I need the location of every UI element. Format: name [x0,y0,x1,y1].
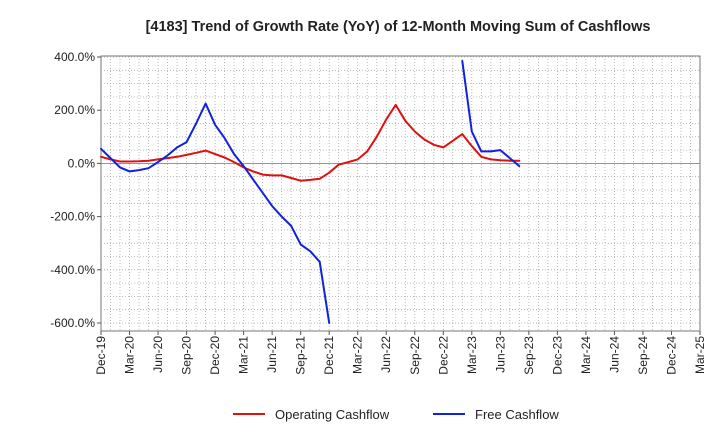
y-axis: 400.0% 200.0% 0.0% -200.0% -400.0% -600.0% [50,50,101,330]
x-tick-label: Jun-23 [493,336,507,373]
x-tick-label: Mar-23 [465,336,479,374]
x-tick-label: Mar-24 [579,336,593,374]
y-tick-label: -400.0% [50,263,95,277]
x-tick-label: Jun-22 [379,336,393,373]
legend-label: Free Cashflow [475,407,559,422]
x-tick-label: Dec-21 [322,336,336,375]
series-line-free-cashflow [100,60,521,324]
y-tick-label: 200.0% [54,103,95,117]
x-tick-label: Jun-20 [151,336,165,373]
x-axis: Dec-19 Mar-20 Jun-20 Sep-20 Dec-20 Mar-21 Jun-… [94,331,707,375]
legend-item: Free Cashflow [433,407,559,422]
x-tick-label: Mar-25 [693,336,707,374]
y-tick-label: 400.0% [54,50,95,64]
x-tick-label: Sep-22 [408,336,422,375]
legend: Operating Cashflow Free Cashflow [233,407,559,422]
x-tick-label: Sep-23 [522,336,536,375]
plot-area [100,55,701,332]
x-tick-label: Sep-24 [636,336,650,375]
x-tick-label: Dec-20 [208,336,222,375]
grid [101,56,700,331]
y-tick-label: -600.0% [50,316,95,330]
legend-label: Operating Cashflow [275,407,390,422]
x-tick-label: Jun-21 [265,336,279,373]
x-tick-label: Dec-22 [436,336,450,375]
x-tick-label: Mar-20 [123,336,137,374]
x-tick-label: Dec-23 [550,336,564,375]
legend-item: Operating Cashflow [233,407,390,422]
x-tick-label: Dec-19 [94,336,108,375]
x-tick-label: Sep-20 [180,336,194,375]
x-tick-label: Sep-21 [294,336,308,375]
chart-title: [4183] Trend of Growth Rate (YoY) of 12-… [146,19,651,35]
x-tick-label: Dec-24 [664,336,678,375]
series-layer [100,60,521,324]
x-tick-label: Jun-24 [607,336,621,373]
y-tick-label: -200.0% [50,210,95,224]
x-tick-label: Mar-21 [237,336,251,374]
y-tick-label: 0.0% [68,156,96,170]
x-tick-label: Mar-22 [351,336,365,374]
series-line-operating-cashflow [100,103,521,182]
